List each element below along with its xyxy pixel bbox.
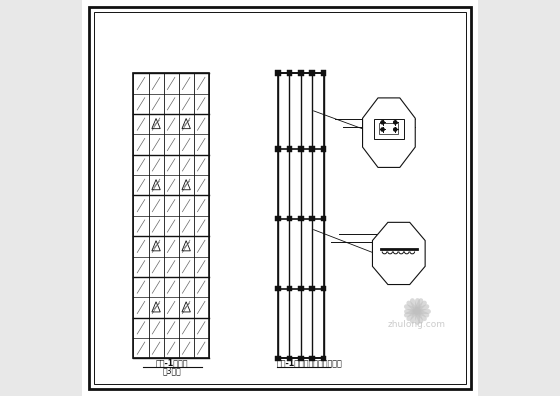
Bar xyxy=(287,286,292,291)
Bar xyxy=(276,70,281,76)
Bar xyxy=(298,146,304,152)
Bar xyxy=(133,73,209,358)
Polygon shape xyxy=(372,222,425,285)
Circle shape xyxy=(381,128,384,131)
Bar xyxy=(276,286,281,291)
Bar xyxy=(321,216,326,221)
Bar xyxy=(379,123,398,134)
Bar xyxy=(310,356,315,361)
Bar xyxy=(374,119,404,139)
Bar xyxy=(276,356,281,361)
Bar xyxy=(321,70,326,76)
Bar xyxy=(310,70,315,76)
Bar xyxy=(321,356,326,361)
Circle shape xyxy=(381,121,384,124)
Bar xyxy=(321,286,326,291)
Bar xyxy=(276,216,281,221)
Text: 玻幕-1立柱及后置锚板布置图: 玻幕-1立柱及后置锚板布置图 xyxy=(277,358,343,367)
Bar xyxy=(287,356,292,361)
Polygon shape xyxy=(362,98,416,168)
Bar xyxy=(278,73,324,358)
Bar xyxy=(310,146,315,152)
Text: zhulong.com: zhulong.com xyxy=(388,320,446,329)
Bar xyxy=(321,146,326,152)
Bar xyxy=(276,146,281,152)
Bar xyxy=(310,216,315,221)
Bar xyxy=(298,216,304,221)
Bar xyxy=(298,356,304,361)
Bar xyxy=(287,216,292,221)
Bar xyxy=(298,70,304,76)
Circle shape xyxy=(394,128,397,131)
Bar xyxy=(298,286,304,291)
Circle shape xyxy=(394,121,397,124)
Text: 玻幕-1立面图: 玻幕-1立面图 xyxy=(156,358,189,367)
Text: （3块）: （3块） xyxy=(163,366,181,375)
Bar xyxy=(287,146,292,152)
Bar xyxy=(287,70,292,76)
Bar xyxy=(310,286,315,291)
